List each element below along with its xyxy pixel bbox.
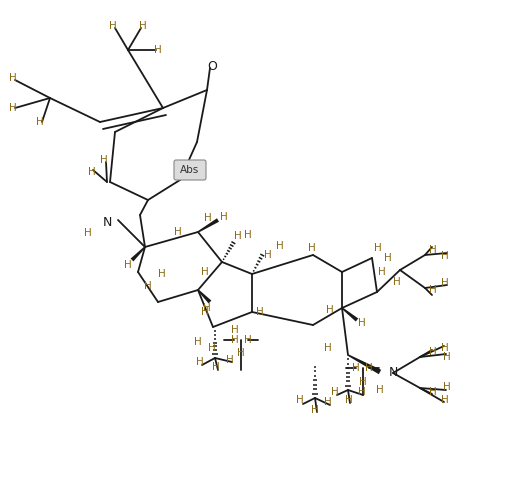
Text: O: O — [207, 60, 217, 73]
Text: H: H — [365, 363, 373, 373]
Text: H: H — [324, 343, 332, 353]
Text: H: H — [234, 231, 242, 241]
Text: H: H — [441, 343, 449, 353]
Text: H: H — [201, 307, 209, 317]
Text: H: H — [124, 260, 132, 270]
Text: H: H — [276, 241, 284, 251]
Text: H: H — [331, 387, 339, 397]
Polygon shape — [197, 218, 219, 233]
Polygon shape — [131, 246, 145, 262]
Text: H: H — [88, 167, 96, 177]
Text: H: H — [429, 387, 437, 397]
Text: H: H — [231, 335, 239, 345]
Text: H: H — [84, 228, 92, 238]
Text: H: H — [443, 352, 451, 362]
Text: H: H — [376, 385, 384, 395]
Text: H: H — [393, 277, 401, 287]
Text: H: H — [244, 335, 252, 345]
Text: H: H — [208, 343, 216, 353]
Text: H: H — [345, 395, 353, 405]
Text: H: H — [196, 357, 204, 367]
Text: H: H — [226, 355, 234, 365]
FancyBboxPatch shape — [174, 160, 206, 180]
Polygon shape — [347, 354, 381, 374]
Text: H: H — [358, 318, 366, 328]
Polygon shape — [197, 289, 211, 304]
Text: H: H — [264, 250, 272, 260]
Text: H: H — [194, 337, 202, 347]
Polygon shape — [341, 307, 358, 322]
Text: H: H — [100, 155, 108, 165]
Text: H: H — [36, 117, 44, 127]
Text: H: H — [109, 21, 117, 31]
Text: H: H — [326, 305, 334, 315]
Text: H: H — [324, 397, 332, 407]
Text: H: H — [359, 377, 367, 387]
Text: N: N — [102, 216, 112, 228]
Text: H: H — [296, 395, 304, 405]
Text: H: H — [429, 347, 437, 357]
Text: H: H — [358, 387, 366, 397]
Text: H: H — [352, 363, 360, 373]
Text: H: H — [378, 267, 386, 277]
Text: H: H — [174, 227, 182, 237]
Text: H: H — [311, 405, 319, 415]
Text: H: H — [9, 73, 17, 83]
Text: H: H — [441, 395, 449, 405]
Text: H: H — [237, 348, 245, 358]
Text: H: H — [308, 243, 316, 253]
Text: H: H — [204, 213, 212, 223]
Text: H: H — [158, 269, 166, 279]
Text: H: H — [154, 45, 162, 55]
Text: Abs: Abs — [180, 165, 199, 175]
Text: H: H — [9, 103, 17, 113]
Text: H: H — [244, 230, 252, 240]
Text: H: H — [441, 251, 449, 261]
Text: H: H — [429, 285, 437, 295]
Text: H: H — [231, 325, 239, 335]
Text: H: H — [212, 362, 220, 372]
Text: H: H — [203, 303, 211, 313]
Text: N: N — [388, 366, 398, 380]
Text: H: H — [144, 281, 152, 291]
Text: H: H — [374, 243, 382, 253]
Text: H: H — [384, 253, 392, 263]
Text: H: H — [220, 212, 228, 222]
Text: H: H — [256, 307, 264, 317]
Text: H: H — [429, 245, 437, 255]
Text: H: H — [201, 267, 209, 277]
Text: H: H — [441, 278, 449, 288]
Text: H: H — [139, 21, 147, 31]
Text: H: H — [443, 382, 451, 392]
